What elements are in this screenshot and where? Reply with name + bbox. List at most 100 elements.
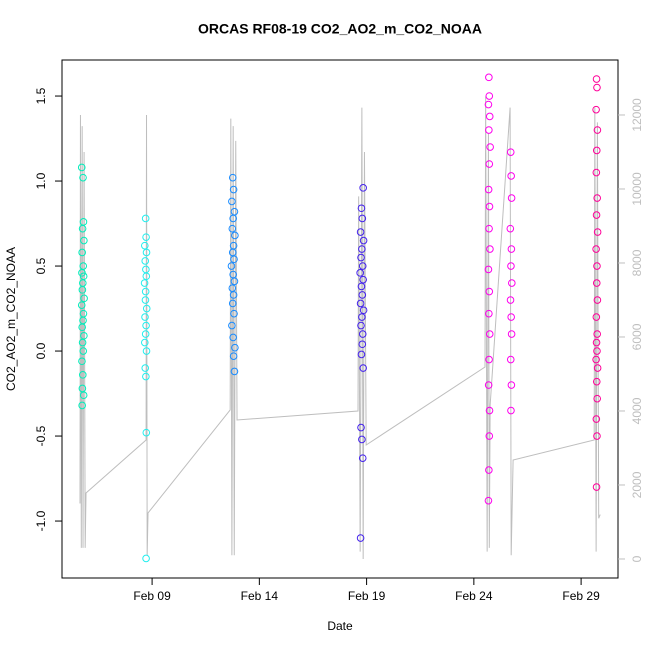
point — [358, 262, 367, 270]
point — [141, 296, 150, 304]
point — [485, 287, 494, 296]
point — [485, 406, 494, 415]
point — [357, 350, 366, 359]
y-tick-label: 1.5 — [34, 87, 48, 104]
y2-tick-label: 12000 — [630, 98, 644, 132]
point — [229, 291, 238, 299]
y2-tick-label: 6000 — [630, 323, 644, 350]
point — [592, 211, 601, 219]
point — [231, 343, 239, 352]
point — [230, 309, 238, 318]
point — [228, 299, 237, 308]
point — [485, 355, 493, 364]
point — [593, 347, 601, 355]
point — [141, 257, 150, 265]
point — [485, 73, 493, 82]
point — [359, 236, 368, 245]
point — [142, 304, 151, 313]
point — [507, 330, 516, 338]
point — [592, 168, 601, 177]
point — [142, 272, 151, 281]
y-axis-label: CO2_AO2_m_CO2_NOAA — [4, 247, 18, 391]
point — [359, 364, 367, 372]
point — [592, 483, 601, 491]
point — [593, 296, 602, 304]
point — [592, 75, 601, 83]
point — [228, 197, 236, 206]
point — [593, 83, 601, 92]
altitude-line — [79, 96, 601, 559]
point — [77, 163, 86, 172]
point — [229, 185, 238, 194]
point — [484, 100, 493, 109]
y-tick-label: 0.0 — [34, 342, 48, 359]
point — [593, 228, 602, 236]
point — [484, 265, 493, 274]
point — [78, 357, 86, 366]
point — [593, 262, 601, 270]
point — [593, 432, 601, 440]
point — [79, 173, 87, 182]
point — [592, 377, 601, 386]
x-tick-label: Feb 24 — [455, 589, 493, 603]
point — [359, 306, 368, 315]
point — [140, 338, 149, 347]
point — [358, 330, 367, 338]
chart-title: ORCAS RF08-19 CO2_AO2_m_CO2_NOAA — [198, 21, 482, 37]
point — [141, 287, 150, 296]
point — [485, 112, 494, 121]
point — [79, 347, 88, 355]
point — [358, 340, 367, 349]
point — [485, 126, 493, 134]
point — [78, 224, 87, 233]
point — [230, 277, 239, 286]
point — [592, 338, 601, 347]
point — [228, 224, 237, 233]
point — [140, 279, 149, 287]
point — [358, 245, 366, 253]
point — [507, 406, 515, 415]
point — [484, 185, 493, 194]
point — [592, 415, 601, 423]
point — [78, 401, 86, 410]
point — [227, 262, 236, 270]
point — [357, 253, 365, 262]
y2-tick-label: 0 — [630, 555, 644, 562]
point — [356, 269, 364, 277]
point — [506, 355, 515, 364]
point — [485, 202, 494, 211]
point — [485, 160, 494, 168]
plot-frame — [61, 59, 619, 579]
point — [78, 248, 86, 257]
point — [358, 291, 367, 299]
point — [359, 184, 367, 192]
point — [229, 214, 237, 223]
y-tick-label: -1.0 — [34, 510, 48, 531]
point — [142, 372, 150, 381]
point — [592, 355, 600, 364]
point — [507, 262, 515, 270]
point — [592, 279, 601, 287]
point — [141, 313, 149, 321]
point — [485, 432, 494, 440]
y2-tick-label: 8000 — [630, 249, 644, 276]
point — [356, 228, 365, 236]
point — [486, 143, 494, 151]
point — [79, 371, 87, 379]
point — [141, 364, 150, 372]
point — [228, 321, 236, 330]
y-tick-label: 1.0 — [34, 172, 48, 189]
x-tick-label: Feb 19 — [348, 589, 386, 603]
point — [507, 172, 515, 180]
point — [484, 496, 493, 505]
point — [142, 321, 150, 330]
point — [228, 173, 237, 182]
point — [142, 554, 150, 563]
point — [506, 148, 515, 156]
point — [357, 204, 366, 213]
point — [142, 428, 151, 437]
point — [592, 313, 601, 321]
point — [359, 275, 367, 284]
x-tick-label: Feb 09 — [133, 589, 171, 603]
